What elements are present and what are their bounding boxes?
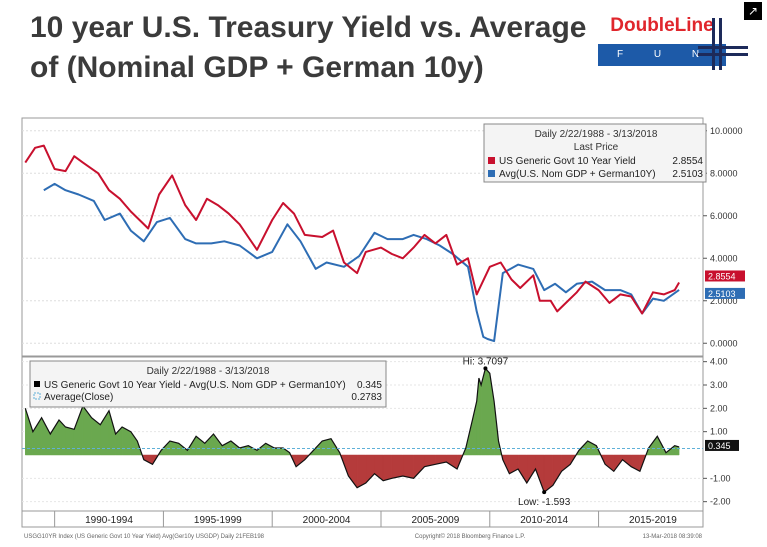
x-axis-frame	[21, 510, 704, 528]
logo-rule	[698, 46, 748, 49]
positive-area	[485, 367, 491, 456]
footer-timestamp: 13-Mar-2018 08:39:08	[643, 534, 703, 540]
bottom-y-tick-label: 2.00	[710, 403, 728, 413]
hi-marker	[483, 366, 488, 371]
logo-rule	[719, 18, 722, 70]
bottom-legend-entry-1-label: US Generic Govt 10 Year Yield - Avg(U.S.…	[44, 380, 346, 391]
bottom-y-tick-label: -2.00	[710, 497, 731, 507]
top-legend: Daily 2/22/1988 - 3/13/2018 Last Price U…	[483, 123, 707, 183]
bottom-legend-entry-2-label: Average(Close)	[44, 392, 113, 403]
top-legend-entry-1-value: 2.8554	[672, 156, 703, 167]
doubleline-logo: DoubleLine F U N D S	[598, 12, 748, 82]
top-y-tick-label: 10.0000	[710, 126, 743, 136]
top-legend-subheader: Last Price	[574, 142, 619, 153]
bottom-legend: Daily 2/22/1988 - 3/13/2018 US Generic G…	[29, 360, 387, 408]
top-y-tick-label: 6.0000	[710, 211, 738, 221]
top-y-tick-label: 4.0000	[710, 253, 738, 263]
bottom-y-tick-label: 4.00	[710, 357, 728, 367]
x-tick-label: 2005-2009	[411, 515, 459, 526]
bottom-y-tick-label: 1.00	[710, 427, 728, 437]
logo-rule	[712, 18, 715, 70]
footer-copyright: Copyright© 2018 Bloomberg Finance L.P.	[415, 533, 526, 540]
x-tick-label: 2000-2004	[303, 515, 351, 526]
x-tick-label: 1995-1999	[194, 515, 242, 526]
negative-area	[382, 454, 393, 482]
top-y-tick-label: 0.0000	[710, 338, 738, 348]
last-value-badge	[705, 439, 739, 451]
top-legend-entry-2-value: 2.5103	[672, 169, 703, 180]
x-tick-label: 2010-2014	[520, 515, 568, 526]
logo-rule	[698, 53, 748, 56]
bottom-legend-header: Daily 2/22/1988 - 3/13/2018	[147, 366, 270, 377]
negative-area	[391, 454, 404, 479]
low-marker	[542, 490, 547, 495]
end-value-label: 2.8554	[708, 271, 736, 281]
top-legend-header: Daily 2/22/1988 - 3/13/2018	[535, 129, 658, 140]
low-annotation: Low: -1.593	[518, 497, 571, 508]
negative-area	[402, 454, 414, 479]
top-y-tick-label: 8.0000	[710, 168, 738, 178]
hi-annotation: Hi: 3.7097	[463, 356, 509, 367]
page-title: 10 year U.S. Treasury Yield vs. Average …	[30, 11, 587, 84]
footer-source: USGG10YR Index (US Generic Govt 10 Year …	[24, 534, 265, 540]
positive-area	[274, 447, 284, 456]
series-line	[43, 182, 680, 343]
bottom-legend-entry-2-value: 0.2783	[351, 392, 382, 403]
top-y-tick-label: 2.0000	[710, 296, 738, 306]
x-tick-label: 2015-2019	[629, 515, 677, 526]
logo-sub: F U N D S	[598, 44, 726, 82]
negative-area	[356, 454, 367, 489]
top-legend-entry-1-label: US Generic Govt 10 Year Yield	[499, 156, 636, 167]
end-value-label: 2.5103	[708, 289, 736, 299]
top-legend-entry-2-label: Avg(U.S. Nom GDP + German10Y)	[499, 169, 656, 180]
expand-icon[interactable]: ↗	[744, 2, 762, 20]
x-tick-label: 1990-1994	[85, 515, 133, 526]
positive-area	[65, 426, 75, 456]
spread-line	[24, 367, 680, 494]
end-value-badge	[705, 287, 745, 299]
last-value-label: 0.345	[708, 441, 731, 451]
bottom-y-tick-label: -1.00	[710, 473, 731, 483]
bottom-y-tick-label: 3.00	[710, 380, 728, 390]
bottom-legend-entry-1-value: 0.345	[357, 380, 382, 391]
positive-area	[478, 377, 482, 456]
series-line	[24, 144, 680, 315]
logo-brand: DoubleLine	[610, 15, 714, 36]
end-value-badge	[705, 270, 745, 282]
